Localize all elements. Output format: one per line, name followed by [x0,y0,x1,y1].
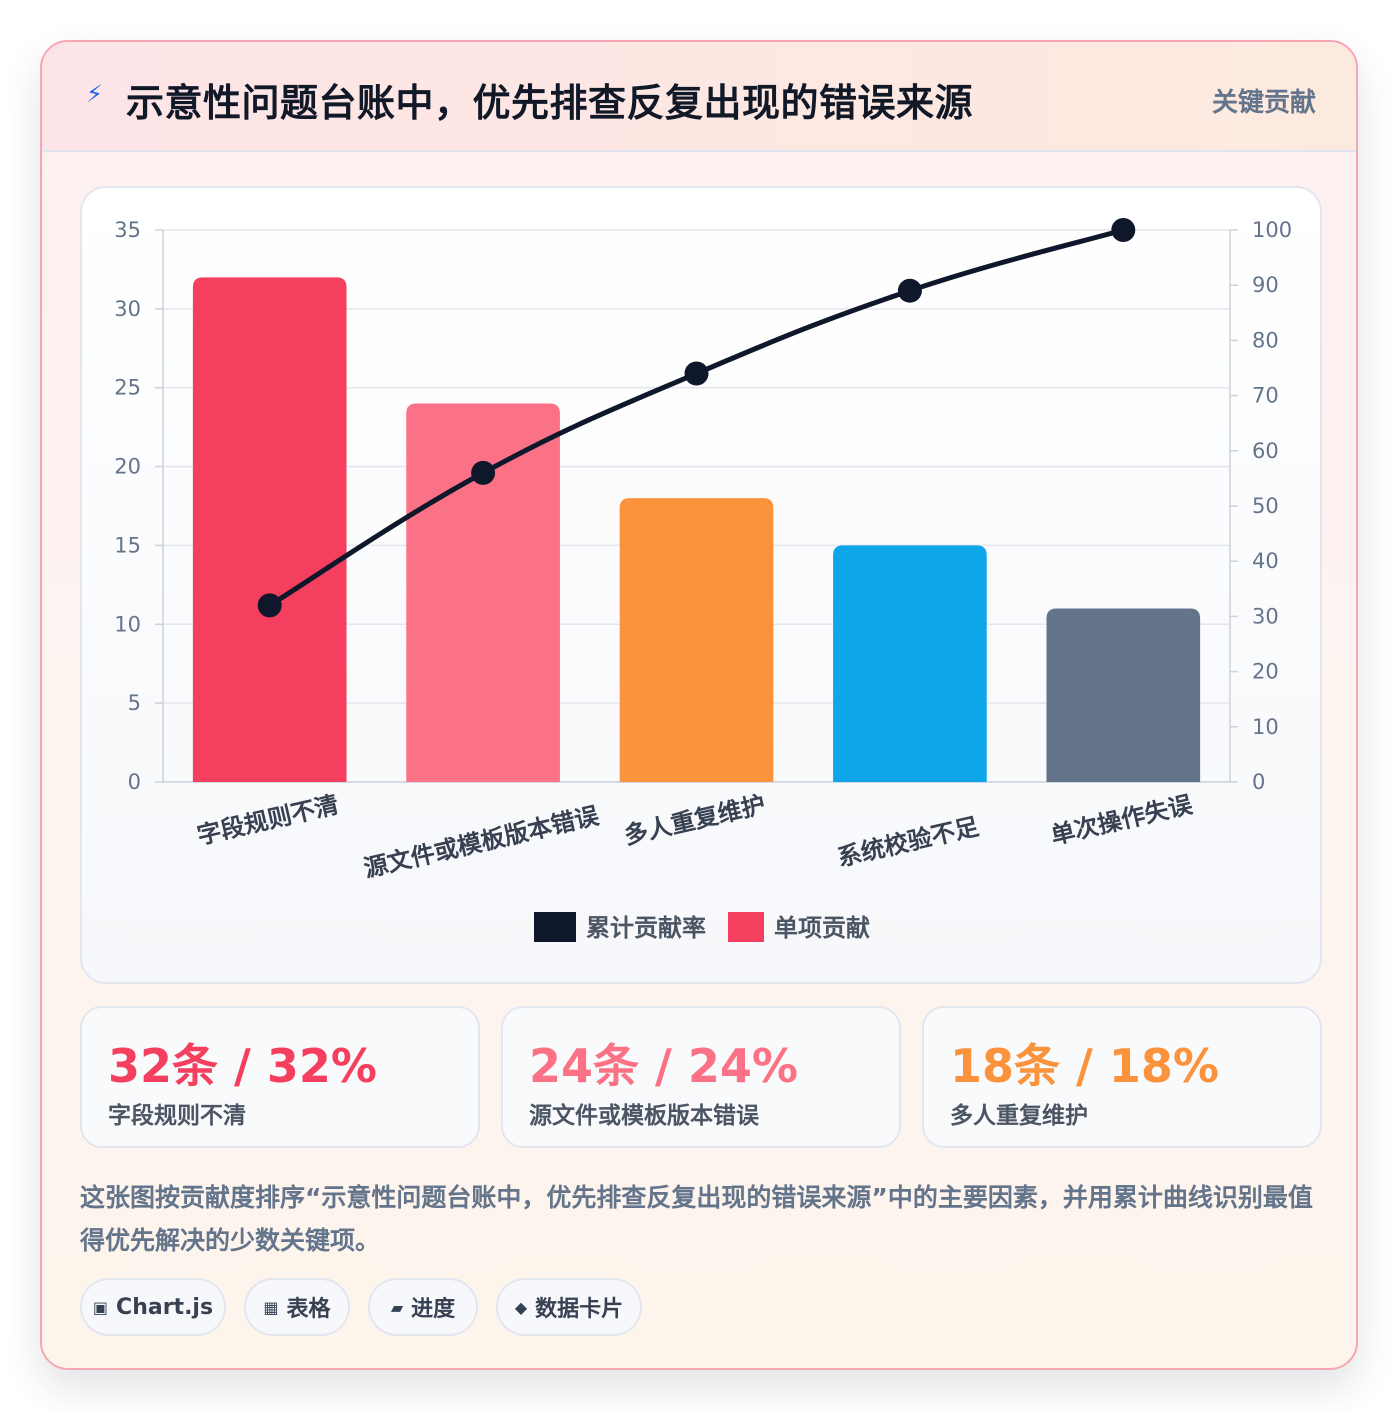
stat-card-2: 24条 / 24% 源文件或模板版本错误 [501,1006,901,1148]
line-point [1111,218,1136,242]
bar [192,277,347,782]
y-left-tick-label: 15 [114,533,141,557]
y-left-tick-label: 25 [114,376,141,400]
y-left-tick-label: 5 [128,691,141,715]
lightning-icon: ⚡ [86,80,103,108]
y-right-tick-label: 80 [1252,328,1279,352]
stat-label: 多人重复维护 [950,1103,1088,1129]
chart-description: 这张图按贡献度排序“示意性问题台账中，优先排查反复出现的错误来源”中的主要因素，… [80,1183,1313,1255]
stat-card-1: 32条 / 32% 字段规则不清 [80,1006,480,1148]
legend-swatch [534,912,576,942]
x-tick-label: 字段规则不清 [195,790,342,850]
tag-label: 数据卡片 [535,1297,624,1322]
bar [833,545,987,782]
progress-icon: ▰ [390,1297,404,1317]
table-icon: ▦ [263,1297,279,1317]
y-right-tick-label: 20 [1252,660,1279,684]
y-right-tick-label: 0 [1252,770,1265,794]
y-right-tick-label: 30 [1252,604,1279,628]
stat-label: 字段规则不清 [108,1103,246,1129]
bar [619,498,774,782]
legend-label: 累计贡献率 [586,914,706,942]
legend-swatch [728,912,764,942]
y-right-tick-label: 40 [1252,549,1279,573]
tag-data-card[interactable]: ◆ 数据卡片 [496,1278,642,1336]
header-badge: 关键贡献 [1211,88,1316,118]
chart-panel: 0 5 10 15 20 25 30 35 0 10 20 30 40 50 60 70 80 90 100 字段规… [80,186,1322,984]
tag-label: 进度 [411,1297,456,1322]
x-tick-label: 源文件或模板版本错误 [361,801,602,882]
line-point [257,593,282,618]
y-left-tick-label: 35 [114,218,141,242]
tag-table[interactable]: ▦ 表格 [244,1278,350,1336]
y-right-tick-label: 60 [1252,439,1279,463]
bar [1046,608,1201,782]
pareto-chart: 0 5 10 15 20 25 30 35 0 10 20 30 40 50 60 70 80 90 100 字段规… [114,218,1292,942]
diamond-icon: ◆ [514,1297,528,1317]
y-left-tick-label: 0 [128,770,141,794]
x-tick-label: 系统校验不足 [835,812,982,872]
y-right-tick-label: 70 [1252,384,1279,408]
x-tick-label: 多人重复维护 [621,790,768,850]
y-right-tick-label: 90 [1252,273,1279,297]
card-header: ⚡ 示意性问题台账中，优先排查反复出现的错误来源 关键贡献 [42,42,1356,152]
tag-label: 表格 [286,1297,331,1322]
x-tick-label: 单次操作失误 [1048,790,1196,850]
y-left-tick-label: 30 [114,297,141,321]
line-point [684,361,709,386]
stat-card-3: 18条 / 18% 多人重复维护 [922,1006,1322,1148]
tag-chartjs[interactable]: ▣ Chart.js [80,1278,226,1336]
bar [406,403,560,782]
legend-label: 单项贡献 [774,914,870,942]
y-left-tick-label: 20 [114,455,141,479]
y-right-tick-label: 50 [1252,494,1279,518]
pareto-card: ⚡ 示意性问题台账中，优先排查反复出现的错误来源 关键贡献 0 5 10 15 20 25… [40,40,1358,1370]
stat-label: 源文件或模板版本错误 [529,1103,759,1129]
stat-value: 32条 / 32% [108,1039,377,1093]
stat-value: 24条 / 24% [529,1039,798,1093]
stat-value: 18条 / 18% [950,1039,1219,1093]
y-right-tick-label: 100 [1252,218,1292,242]
tag-progress[interactable]: ▰ 进度 [368,1278,478,1336]
chart-icon: ▣ [92,1297,109,1317]
line-point [471,460,496,485]
line-point [897,278,922,303]
y-left-tick-label: 10 [114,612,141,636]
page-title: 示意性问题台账中，优先排查反复出现的错误来源 [126,81,974,125]
y-right-tick-label: 10 [1252,715,1279,739]
tag-label: Chart.js [116,1294,214,1320]
